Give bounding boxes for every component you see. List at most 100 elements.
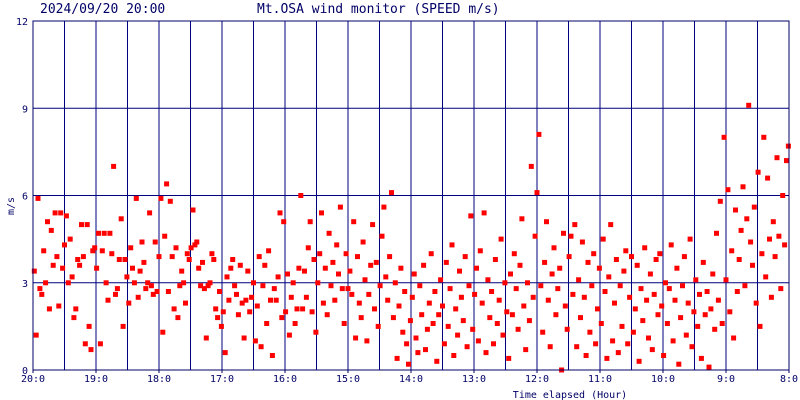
data-point [169,254,175,260]
data-point [97,341,103,347]
data-point [551,245,557,251]
data-point [423,347,428,353]
data-point [664,321,670,326]
data-point [37,286,43,292]
y-tick-label: 12 [16,17,28,28]
data-point [339,286,345,292]
data-point [566,254,572,260]
data-point [659,303,665,309]
data-point [311,257,317,262]
data-point [88,347,94,353]
data-point [647,271,653,277]
data-point [152,239,158,245]
data-point [368,262,374,268]
data-point [576,277,582,283]
data-point [252,338,258,344]
data-point [574,344,580,350]
data-point [177,283,183,289]
data-point [685,300,691,306]
data-point [721,134,727,140]
data-point [492,257,498,262]
data-point [186,257,192,262]
y-tick-label: 6 [22,192,28,203]
data-point [604,355,610,361]
data-point [317,251,323,257]
data-point [139,239,145,245]
data-point [561,230,566,236]
data-point [462,254,468,260]
data-point [277,210,283,216]
data-point [674,265,680,271]
data-point [160,329,166,335]
data-point [500,332,506,338]
data-point [86,323,92,329]
data-point [46,306,52,312]
data-point [232,283,238,289]
data-point [523,347,529,353]
data-point [175,315,181,321]
data-point [464,344,470,350]
data-point [532,233,538,239]
data-point [570,291,576,297]
data-point [283,309,289,315]
data-point [209,251,215,257]
data-point [113,291,118,297]
data-point [411,271,417,277]
data-point [689,344,695,350]
data-point [173,245,179,251]
data-point [303,294,309,300]
data-point [691,309,697,315]
data-point [457,268,462,274]
data-point [627,294,633,300]
data-point [279,315,285,321]
data-point [120,323,126,329]
data-point [755,169,761,175]
data-point [52,210,58,216]
data-point [646,335,651,341]
data-point [224,274,230,280]
data-point [715,297,721,303]
data-point [154,289,160,294]
data-point [251,280,256,286]
data-point [266,248,272,254]
data-point [135,294,141,300]
data-point [324,312,330,318]
data-point [708,306,714,312]
data-point [763,274,769,280]
data-point [581,294,587,300]
data-point [447,286,453,292]
data-point [247,309,253,315]
data-point [326,230,332,236]
data-point [99,248,105,254]
data-point [313,329,319,335]
data-point [330,259,336,265]
data-point [171,306,177,312]
data-point [39,291,45,297]
data-point [695,323,701,329]
data-point [239,300,245,306]
data-point [258,344,264,350]
x-tick-label: 18:0 [147,374,171,385]
data-point [75,257,81,262]
data-point [413,335,419,341]
data-point [322,265,328,271]
data-point [765,175,771,181]
data-point [141,259,147,265]
data-point [534,190,540,196]
data-point [230,257,236,262]
data-point [600,236,606,242]
data-point [48,227,54,233]
y-axis-label: m/s [6,197,17,215]
data-point [234,291,239,297]
data-point [337,204,343,210]
data-point [196,265,202,271]
data-point [143,286,149,292]
data-point [432,289,438,294]
data-point [375,323,381,329]
data-point [449,242,455,248]
x-tick-label: 20:0 [21,374,45,385]
data-point [517,262,523,268]
data-point [734,289,740,294]
data-point [84,222,90,228]
data-point [58,210,64,216]
